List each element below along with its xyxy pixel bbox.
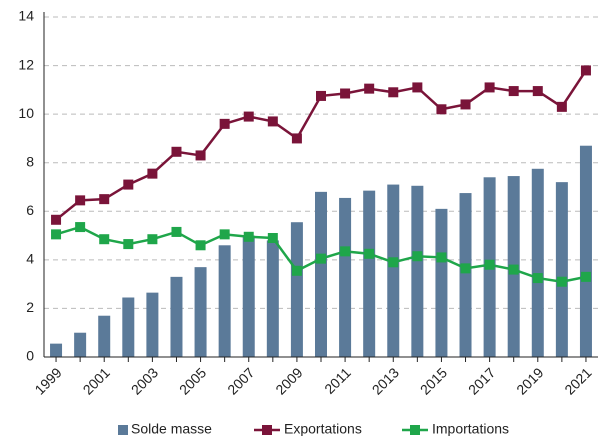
bar (363, 190, 376, 357)
marker (171, 146, 182, 157)
marker (364, 83, 375, 94)
x-tick-label: 2009 (272, 364, 305, 397)
y-tick-label: 8 (26, 153, 34, 169)
marker (580, 65, 591, 76)
legend-swatch (118, 425, 128, 435)
marker (291, 133, 302, 144)
marker (316, 90, 326, 101)
marker (75, 222, 86, 233)
marker (267, 233, 278, 243)
marker (388, 87, 399, 98)
marker (508, 264, 519, 275)
bar (579, 145, 592, 357)
bar (459, 193, 472, 357)
marker (99, 234, 110, 245)
marker (532, 86, 543, 97)
bar (531, 168, 544, 357)
bar (290, 222, 303, 357)
x-tick-label: 1999 (31, 364, 64, 397)
marker (316, 253, 326, 264)
marker (460, 263, 471, 274)
marker (340, 88, 351, 99)
bar (315, 191, 327, 357)
marker (412, 251, 423, 262)
marker (123, 179, 134, 190)
marker (267, 116, 278, 127)
y-tick-label: 4 (26, 251, 34, 267)
marker (556, 101, 567, 112)
x-tick-label: 2011 (321, 364, 354, 397)
legend-swatch (262, 425, 272, 435)
bar (170, 276, 183, 357)
marker (388, 257, 399, 268)
marker (219, 118, 230, 129)
marker (99, 194, 110, 205)
marker (243, 231, 254, 242)
y-tick-label: 12 (18, 56, 34, 72)
marker (291, 265, 302, 276)
bar (122, 297, 135, 357)
y-tick-label: 14 (18, 8, 34, 24)
marker (436, 104, 447, 115)
x-tick-label: 2013 (369, 364, 402, 397)
bar (194, 267, 207, 357)
marker (556, 276, 567, 287)
marker (532, 273, 543, 284)
x-tick-label: 2021 (561, 364, 594, 397)
bar (266, 240, 279, 357)
legend-label: Exportations (284, 421, 362, 436)
y-tick-label: 10 (18, 105, 34, 121)
bar (339, 197, 352, 357)
marker (340, 246, 351, 257)
x-tick-label: 2007 (224, 364, 257, 397)
legend-label: Importations (432, 421, 509, 436)
marker (51, 214, 62, 225)
x-tick-label: 2017 (465, 364, 498, 397)
marker (51, 229, 62, 240)
marker (147, 234, 158, 245)
x-tick-label: 2015 (417, 364, 450, 397)
legend-label: Solde masse (131, 421, 212, 436)
y-tick-label: 0 (26, 348, 34, 364)
legend-swatch (410, 425, 420, 435)
bar (146, 292, 159, 357)
bar (555, 182, 568, 357)
marker (484, 259, 495, 270)
bar (387, 184, 400, 357)
marker (195, 150, 206, 161)
marker (75, 195, 86, 206)
marker (412, 82, 423, 93)
y-tick-label: 6 (26, 202, 34, 218)
x-tick-label: 2019 (513, 364, 546, 397)
marker (171, 226, 182, 237)
marker (580, 271, 591, 282)
marker (219, 229, 230, 240)
marker (243, 111, 254, 122)
marker (123, 239, 134, 250)
bar (242, 235, 255, 357)
bar (98, 315, 111, 357)
bar (411, 185, 424, 357)
x-tick-label: 2003 (128, 364, 161, 397)
marker (364, 248, 375, 259)
marker (147, 168, 158, 179)
bar (74, 332, 87, 357)
marker (195, 240, 206, 251)
marker (484, 82, 495, 93)
x-tick-label: 2001 (80, 364, 113, 397)
x-tick-label: 2005 (176, 364, 209, 397)
y-tick-label: 2 (26, 299, 34, 315)
bar (50, 343, 63, 357)
bar (435, 208, 448, 357)
bar (218, 245, 231, 357)
marker (436, 252, 447, 263)
marker (460, 99, 471, 110)
marker (508, 86, 519, 97)
